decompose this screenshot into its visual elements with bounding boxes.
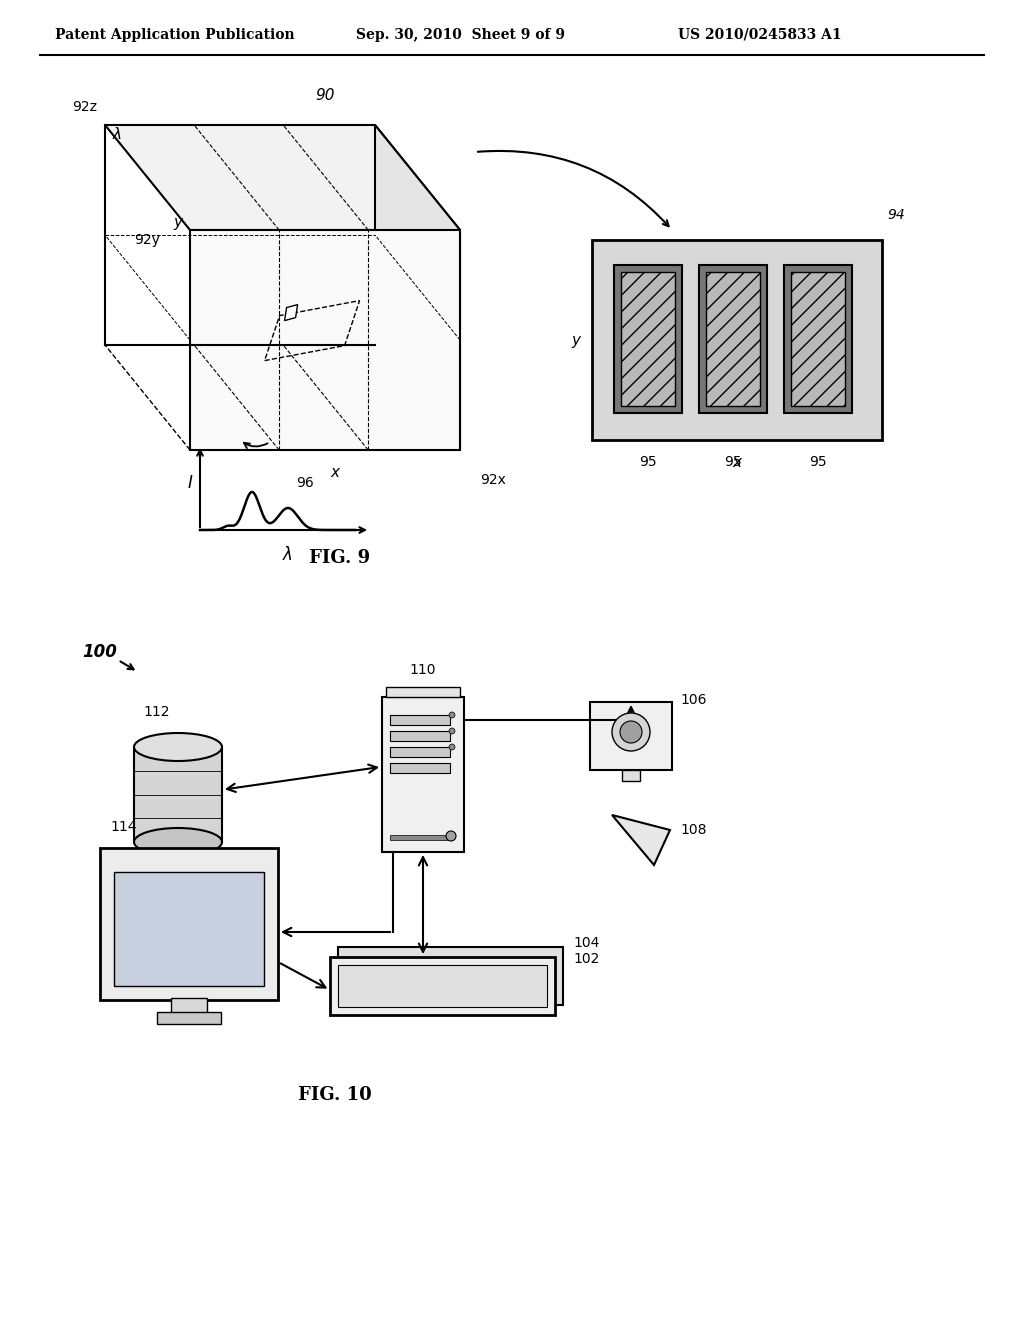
Text: 108: 108 <box>680 822 707 837</box>
Bar <box>390 747 450 756</box>
Bar <box>592 240 882 440</box>
Bar <box>114 873 264 986</box>
Bar <box>590 702 672 770</box>
Circle shape <box>620 721 642 743</box>
Bar <box>706 272 760 407</box>
Circle shape <box>449 711 455 718</box>
Circle shape <box>446 832 456 841</box>
Text: 92y: 92y <box>134 234 160 247</box>
Polygon shape <box>190 230 460 450</box>
Ellipse shape <box>134 733 222 762</box>
Text: 94: 94 <box>887 209 905 222</box>
Text: 92z: 92z <box>72 100 97 114</box>
Bar <box>390 836 450 840</box>
Text: y: y <box>571 333 580 347</box>
Bar <box>338 946 563 1005</box>
Text: FIG. 10: FIG. 10 <box>298 1086 372 1104</box>
Bar <box>621 272 675 407</box>
Text: 104: 104 <box>573 936 599 950</box>
Polygon shape <box>375 125 460 450</box>
Bar <box>338 965 547 1007</box>
Bar <box>614 265 682 413</box>
Text: y: y <box>173 214 182 230</box>
Bar <box>171 998 207 1014</box>
Bar <box>390 763 450 774</box>
Text: 95: 95 <box>639 455 656 469</box>
Text: Patent Application Publication: Patent Application Publication <box>55 28 295 42</box>
Text: 114: 114 <box>110 820 136 834</box>
Ellipse shape <box>134 828 222 855</box>
Bar <box>157 1012 221 1024</box>
Bar <box>390 731 450 741</box>
Text: 110: 110 <box>410 663 436 677</box>
Circle shape <box>449 744 455 750</box>
Text: 95: 95 <box>809 455 826 469</box>
Text: 96: 96 <box>296 477 313 490</box>
Text: x: x <box>732 455 741 470</box>
Text: 95: 95 <box>724 455 741 469</box>
Bar <box>386 686 460 697</box>
Bar <box>100 847 278 1001</box>
Bar <box>390 715 450 725</box>
Polygon shape <box>105 125 460 230</box>
Bar <box>699 265 767 413</box>
Text: λ: λ <box>283 546 293 564</box>
Text: Sep. 30, 2010  Sheet 9 of 9: Sep. 30, 2010 Sheet 9 of 9 <box>355 28 564 42</box>
Bar <box>330 957 555 1015</box>
Text: 92x: 92x <box>480 473 506 487</box>
Bar <box>791 272 845 407</box>
Circle shape <box>449 729 455 734</box>
Text: 90: 90 <box>315 88 335 103</box>
Text: 112: 112 <box>143 705 170 719</box>
Text: 106: 106 <box>680 693 707 708</box>
Polygon shape <box>612 814 670 865</box>
Text: 100: 100 <box>83 643 118 661</box>
Polygon shape <box>285 305 298 321</box>
Text: FIG. 9: FIG. 9 <box>309 549 371 568</box>
Bar <box>382 697 464 851</box>
Bar <box>784 265 852 413</box>
Text: x: x <box>331 465 340 480</box>
Text: 102: 102 <box>573 952 599 966</box>
Text: I: I <box>187 474 193 492</box>
Text: λ: λ <box>113 127 122 143</box>
Bar <box>622 770 640 781</box>
Bar <box>134 747 222 842</box>
Circle shape <box>612 713 650 751</box>
Text: US 2010/0245833 A1: US 2010/0245833 A1 <box>678 28 842 42</box>
